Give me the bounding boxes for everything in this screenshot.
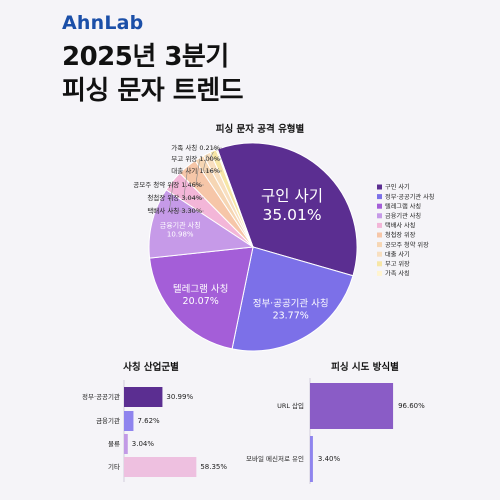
legend-label: 구인 사기 — [385, 183, 410, 191]
bar-category-label: 정부·공공기관 — [82, 392, 120, 401]
bar-value-label: 96.60% — [398, 402, 425, 410]
bar-value-label: 3.40% — [318, 455, 341, 463]
callout-label: 대출 사기 1.16% — [171, 166, 220, 175]
legend-label: 공모주 청약 위장 — [385, 241, 429, 249]
legend-swatch — [377, 213, 382, 219]
legend-swatch — [377, 194, 382, 200]
title-line-1: 2025년 3분기 — [62, 42, 229, 72]
legend-label: 정부·공공기관 사칭 — [385, 193, 434, 201]
bar-category-label: URL 삽입 — [277, 401, 304, 410]
legend-swatch — [377, 242, 382, 248]
callout-leader — [183, 167, 204, 199]
bar — [310, 436, 313, 482]
callout-label: 가족 사칭 0.21% — [171, 143, 220, 152]
legend-label: 택배사 사칭 — [385, 222, 415, 230]
industry-chart-title: 사칭 산업군별 — [123, 362, 179, 373]
page-title: 2025년 3분기 피싱 문자 트렌드 — [62, 40, 244, 108]
legend-swatch — [377, 270, 382, 276]
ahnlab-logo: AhnLab — [62, 12, 144, 34]
pie-slice-label: 정부·공공기관 사칭 — [253, 299, 329, 310]
callout-leader — [168, 181, 204, 212]
pie-slice-value: 35.01% — [262, 206, 321, 224]
pie-slice-value: 10.98% — [167, 230, 194, 238]
bar-value-label: 3.04% — [132, 440, 155, 448]
pie-slice-label: 구인 사기 — [261, 187, 323, 205]
pie-slice-label: 텔레그램 사칭 — [173, 283, 228, 295]
callout-label: 부고 위장 1.00% — [171, 154, 220, 163]
callout-label: 청첩장 위장 3.04% — [147, 193, 202, 202]
legend-swatch — [377, 261, 382, 267]
legend-swatch — [377, 222, 382, 228]
bar — [124, 411, 134, 431]
pie-slice-label: 금융기관 사칭 — [160, 220, 201, 229]
legend-label: 청첩장 위장 — [385, 231, 416, 239]
callout-label: 택배사 사칭 3.30% — [147, 206, 202, 215]
callout-leader — [202, 154, 222, 172]
pie-slice — [216, 142, 358, 277]
title-line-2: 피싱 문자 트렌드 — [62, 76, 244, 106]
callout-label: 공모주 청약 위장 1.46% — [133, 180, 202, 189]
pie-slice — [148, 189, 255, 259]
callout-leader — [212, 147, 222, 151]
callout-leader — [195, 158, 204, 186]
pie-chart-title: 피싱 문자 공격 유형별 — [215, 124, 305, 135]
legend-swatch — [377, 184, 382, 190]
legend-label: 금융기관 사칭 — [385, 212, 421, 220]
pie-slice-value: 20.07% — [183, 296, 219, 307]
legend-label: 텔레그램 사칭 — [385, 202, 421, 210]
bar — [124, 387, 163, 407]
pie-slice-value: 23.77% — [273, 311, 309, 322]
legend-label: 대출 사기 — [385, 250, 410, 258]
legend-label: 부고 위장 — [385, 260, 410, 268]
bar-value-label: 58.35% — [200, 463, 227, 471]
bar-value-label: 7.62% — [137, 417, 160, 425]
legend-label: 가족 사칭 — [385, 270, 410, 278]
bar-category-label: 물류 — [108, 440, 120, 448]
bar-value-label: 30.99% — [166, 393, 193, 401]
pie-slice — [149, 246, 254, 350]
bar — [310, 383, 394, 429]
bar-category-label: 금융기관 — [96, 416, 120, 425]
bar — [124, 434, 128, 454]
bar-category-label: 모바일 메신저로 유인 — [246, 454, 304, 463]
legend-swatch — [377, 232, 382, 238]
legend-swatch — [377, 203, 382, 209]
bar-category-label: 기타 — [108, 462, 120, 471]
pie-slice — [231, 246, 354, 352]
legend-swatch — [377, 251, 382, 257]
bar — [124, 457, 197, 477]
callout-leader — [208, 151, 222, 160]
method-chart-title: 피싱 시도 방식별 — [331, 362, 399, 373]
